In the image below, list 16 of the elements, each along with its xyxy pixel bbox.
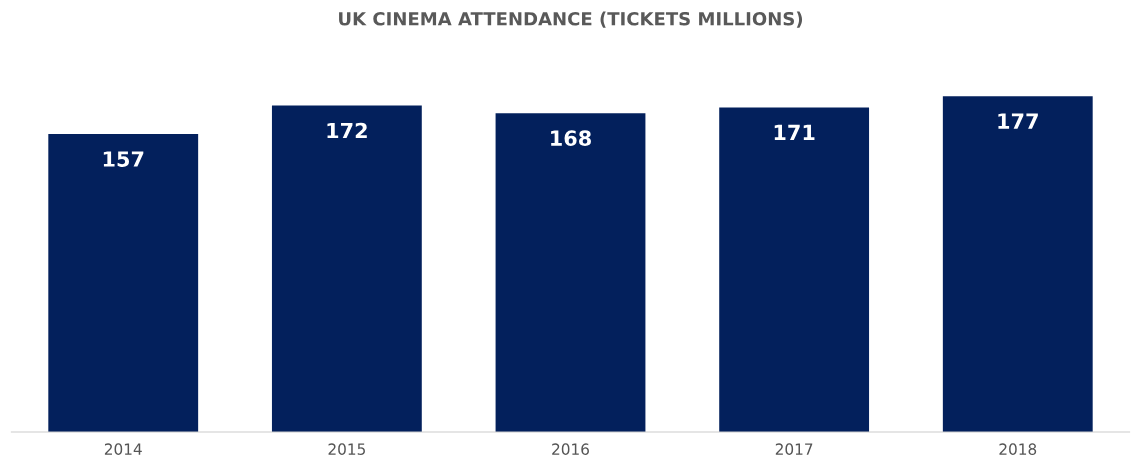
data-label: 177 [998, 113, 1038, 129]
data-label: 172 [327, 122, 367, 139]
x-tick-label: 2015 [328, 443, 365, 455]
bar [719, 107, 870, 432]
data-label: 157 [103, 151, 144, 167]
bar [942, 96, 1093, 432]
x-tick-label: 2014 [104, 443, 142, 455]
bar [271, 105, 422, 432]
bar [495, 113, 646, 432]
bar [48, 134, 199, 432]
data-label: 171 [774, 124, 815, 141]
x-tick-label: 2016 [552, 443, 589, 455]
chart-title: UK CINEMA ATTENDANCE (TICKETS MILLIONS) [339, 11, 803, 28]
x-tick-label: 2018 [999, 443, 1037, 455]
x-tick-label: 2017 [775, 443, 813, 455]
data-label: 168 [551, 130, 591, 147]
